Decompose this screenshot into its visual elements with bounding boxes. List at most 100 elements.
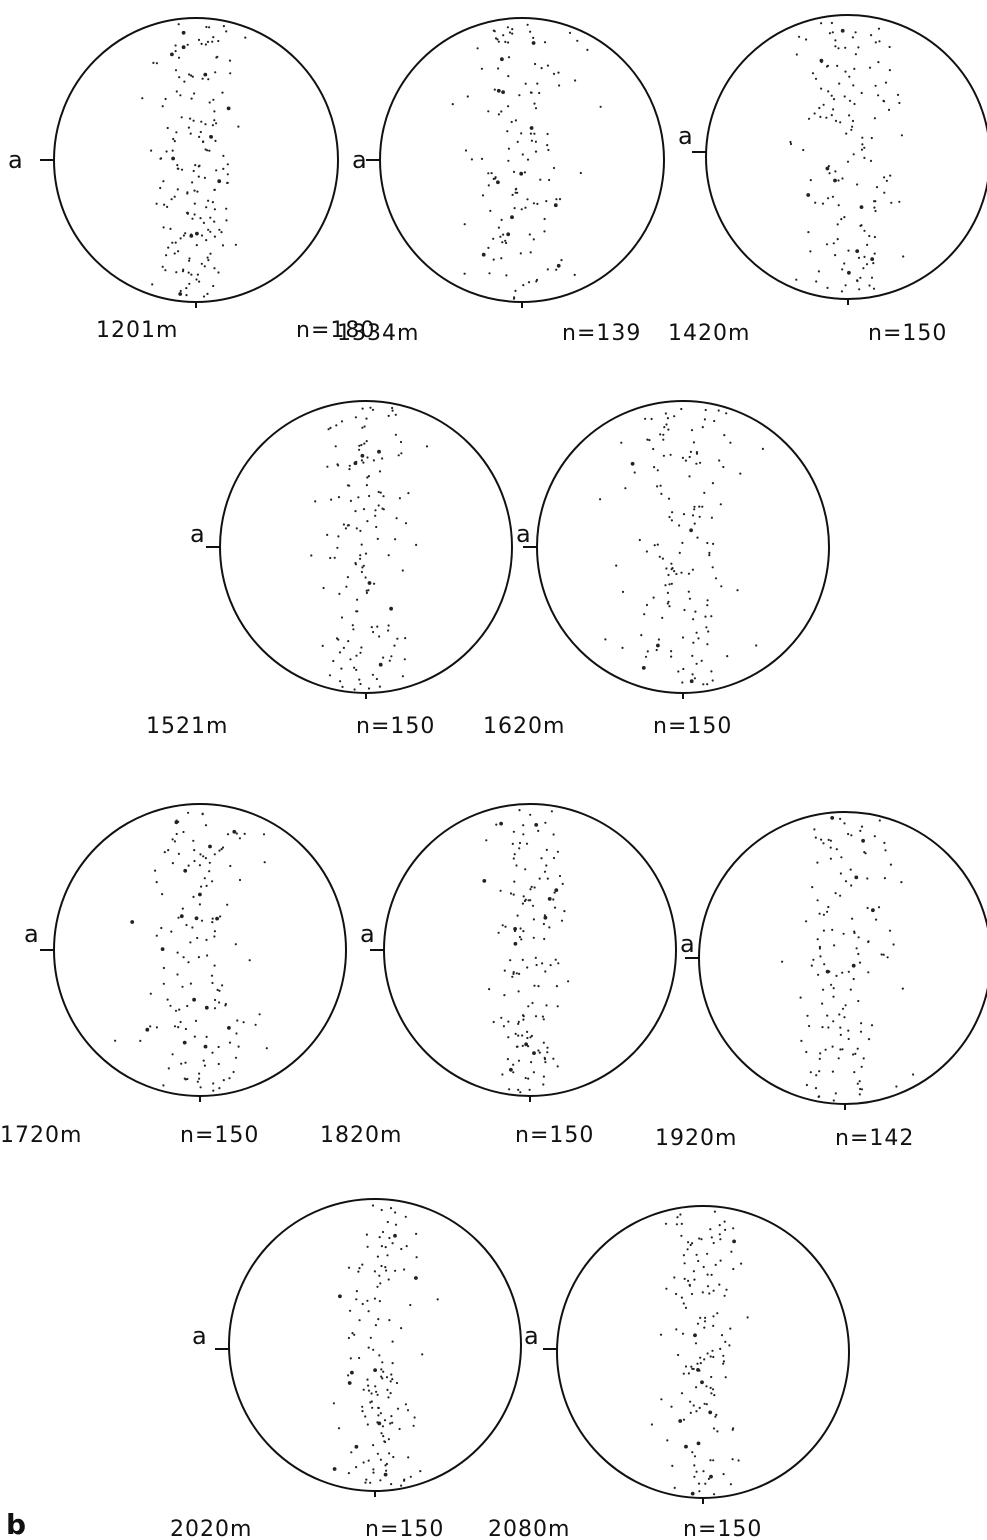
c-axis-point: [222, 167, 225, 170]
c-axis-point: [677, 1353, 680, 1357]
c-axis-point: [194, 916, 199, 921]
c-axis-point: [194, 1019, 198, 1023]
c-axis-point: [518, 935, 522, 939]
c-axis-point: [849, 988, 852, 991]
c-axis-point: [401, 569, 404, 572]
c-axis-point: [167, 246, 170, 249]
c-axis-point: [387, 414, 390, 417]
c-axis-point: [159, 157, 162, 160]
c-axis-point: [691, 1242, 694, 1245]
c-axis-point: [877, 61, 880, 64]
c-axis-point: [868, 66, 872, 69]
c-axis-point: [859, 1087, 862, 1091]
c-axis-point: [693, 677, 697, 680]
c-axis-point: [820, 838, 823, 841]
c-axis-point: [528, 1088, 531, 1091]
c-axis-point: [314, 500, 317, 503]
c-axis-point: [646, 438, 649, 441]
c-axis-point: [534, 150, 538, 153]
c-axis-point: [533, 102, 536, 105]
c-axis-point: [719, 1238, 722, 1241]
c-axis-point: [173, 252, 176, 255]
c-axis-point: [374, 1385, 377, 1388]
c-axis-point: [659, 433, 662, 436]
c-axis-point: [370, 1392, 373, 1395]
c-axis-point: [702, 1470, 705, 1473]
c-axis-point: [178, 76, 181, 79]
c-axis-point: [683, 1262, 686, 1265]
c-axis-point: [228, 59, 232, 62]
c-axis-point: [660, 1398, 663, 1401]
c-axis-point: [704, 408, 707, 412]
c-axis-point: [883, 841, 886, 845]
c-axis-point: [807, 231, 810, 234]
c-axis-point: [691, 514, 695, 517]
c-axis-point: [706, 683, 709, 686]
sample-count-label: n=142: [835, 1126, 914, 1151]
c-axis-point: [388, 1319, 391, 1322]
c-axis-point: [393, 1233, 397, 1238]
c-axis-point: [211, 40, 214, 43]
c-axis-point: [873, 206, 876, 209]
c-axis-point: [853, 930, 856, 933]
c-axis-point: [698, 505, 701, 508]
c-axis-point: [718, 459, 721, 462]
c-axis-point: [512, 857, 515, 860]
c-axis-point: [177, 56, 181, 59]
c-axis-point: [507, 1020, 510, 1023]
c-axis-point: [693, 1333, 697, 1338]
c-axis-point: [149, 1025, 152, 1028]
c-axis-point: [670, 562, 673, 565]
c-axis-point: [858, 961, 862, 964]
c-axis-point: [859, 829, 862, 833]
c-axis-point: [371, 1406, 374, 1409]
c-axis-point: [513, 880, 516, 883]
c-axis-point: [665, 567, 668, 570]
c-axis-point: [362, 564, 365, 567]
c-axis-point: [665, 423, 668, 426]
c-axis-point: [170, 198, 173, 201]
c-axis-point: [322, 586, 325, 590]
c-axis-point: [130, 920, 135, 924]
c-axis-point: [678, 524, 681, 527]
c-axis-point: [177, 852, 180, 856]
c-axis-point: [367, 1346, 370, 1349]
c-axis-point: [401, 675, 404, 678]
c-axis-point: [717, 409, 720, 412]
c-axis-point: [877, 906, 881, 909]
c-axis-point: [664, 412, 668, 415]
c-axis-point: [363, 442, 366, 445]
c-axis-point: [695, 662, 698, 665]
c-axis-point: [501, 241, 504, 244]
c-axis-point: [857, 46, 860, 49]
c-axis-point: [561, 882, 564, 886]
c-axis-point: [481, 194, 485, 197]
c-axis-point: [516, 191, 519, 194]
c-axis-point: [845, 132, 848, 135]
c-axis-point: [854, 31, 857, 34]
c-axis-point: [358, 678, 361, 681]
c-axis-point: [857, 952, 860, 956]
c-axis-point: [851, 119, 855, 123]
c-axis-point: [209, 216, 212, 219]
c-axis-point: [200, 919, 204, 922]
c-axis-point: [848, 99, 852, 102]
c-axis-point: [218, 849, 221, 852]
c-axis-point: [553, 906, 557, 909]
c-axis-point: [652, 447, 655, 451]
c-axis-point: [381, 1425, 385, 1428]
c-axis-point: [810, 964, 813, 967]
c-axis-point: [846, 160, 850, 163]
c-axis-point: [238, 837, 241, 840]
c-axis-point: [184, 1027, 187, 1031]
c-axis-point: [171, 862, 174, 865]
c-axis-point: [545, 1004, 548, 1007]
c-axis-point: [549, 964, 552, 967]
c-axis-point: [857, 256, 861, 259]
c-axis-point: [836, 223, 839, 226]
c-axis-point: [377, 504, 380, 507]
c-axis-point: [179, 289, 182, 293]
c-axis-point: [359, 651, 362, 654]
c-axis-point: [824, 1048, 827, 1051]
c-axis-point: [543, 915, 548, 920]
